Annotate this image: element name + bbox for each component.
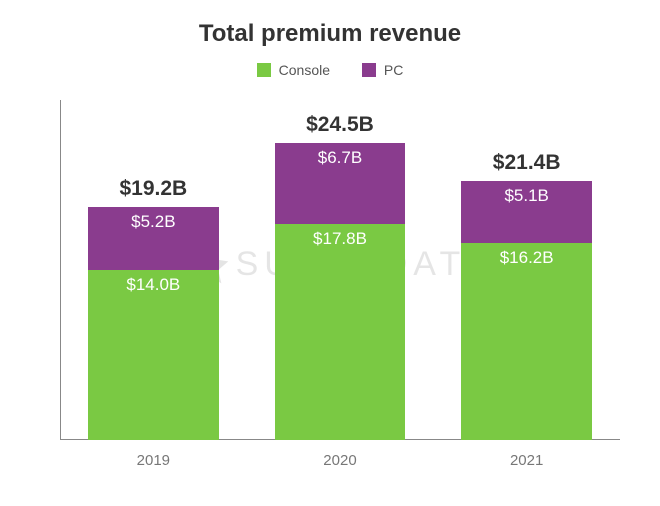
plot-area: SUPERDATA $14.0B$5.2B$19.2B$17.8B$6.7B$2…	[60, 100, 620, 440]
legend-item-console: Console	[257, 62, 330, 78]
segment-label: $6.7B	[275, 148, 406, 168]
bar-segment	[461, 243, 592, 440]
x-tick-label: 2021	[433, 452, 620, 469]
bar-segment	[88, 270, 219, 440]
bar-group: $16.2B$5.1B$21.4B	[461, 181, 592, 440]
total-label: $21.4B	[461, 151, 592, 175]
y-axis	[60, 100, 61, 440]
bar-group: $14.0B$5.2B$19.2B	[88, 207, 219, 440]
segment-label: $14.0B	[88, 275, 219, 295]
total-label: $24.5B	[275, 113, 406, 137]
x-tick-label: 2020	[247, 452, 434, 469]
revenue-chart: Total premium revenue Console PC SUPERDA…	[0, 0, 660, 506]
bar-group: $17.8B$6.7B$24.5B	[275, 143, 406, 441]
legend-item-pc: PC	[362, 62, 403, 78]
segment-label: $5.1B	[461, 186, 592, 206]
chart-title: Total premium revenue	[0, 20, 660, 48]
x-tick-label: 2019	[60, 452, 247, 469]
segment-label: $16.2B	[461, 248, 592, 268]
bar-segment	[275, 224, 406, 440]
legend-label-pc: PC	[384, 62, 403, 78]
total-label: $19.2B	[88, 177, 219, 201]
segment-label: $5.2B	[88, 212, 219, 232]
legend-label-console: Console	[279, 62, 330, 78]
legend-swatch-pc	[362, 63, 376, 77]
legend-swatch-console	[257, 63, 271, 77]
segment-label: $17.8B	[275, 229, 406, 249]
legend: Console PC	[0, 62, 660, 80]
